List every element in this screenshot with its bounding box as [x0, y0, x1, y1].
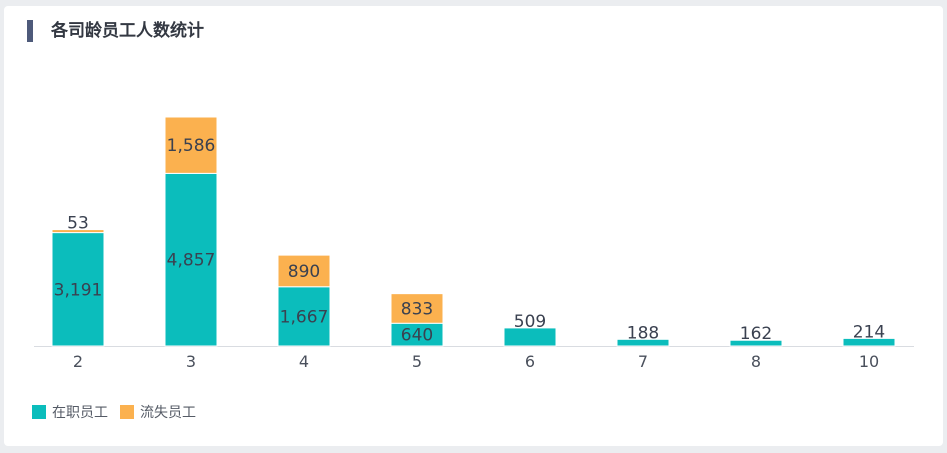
bar-lost-3	[164, 116, 218, 174]
value-label-active-2: 3,191	[54, 280, 103, 300]
value-label-lost-2: 53	[67, 214, 89, 234]
x-tick-label-4: 4	[299, 352, 309, 371]
legend-item-lost[interactable]: 流失员工	[120, 402, 196, 422]
value-label-active-7: 188	[627, 323, 659, 343]
value-label-lost-5: 833	[401, 299, 433, 319]
value-label-active-3: 4,857	[167, 251, 216, 271]
value-label-active-5: 640	[401, 326, 433, 346]
bar-active-3	[164, 172, 218, 347]
bar-active-2	[51, 232, 105, 347]
value-label-active-6: 509	[514, 312, 546, 332]
bar-active-7	[616, 338, 670, 347]
chart-legend: 在职员工 流失员工	[32, 402, 208, 422]
chart-title: 各司龄员工人数统计	[51, 21, 204, 41]
stacked-bar-chart: 3,191 53 2 4,857 1,586 3 1,667 890 4 640 833 5 509 6 1…	[34, 116, 914, 371]
x-tick-label-2: 2	[73, 352, 83, 371]
x-tick-label-5: 5	[412, 352, 422, 371]
value-label-lost-3: 1,586	[167, 136, 216, 156]
bar-active-6	[503, 327, 557, 347]
x-tick-label-6: 6	[525, 352, 535, 371]
bar-active-10	[842, 337, 896, 347]
x-tick-label-3: 3	[186, 352, 196, 371]
value-label-active-4: 1,667	[280, 307, 329, 327]
value-label-active-8: 162	[740, 324, 772, 344]
x-tick-label-10: 10	[859, 352, 879, 371]
chart-card: 各司龄员工人数统计 3,191 53 2 4,857 1,586 3 1,667 890 4 64…	[4, 6, 943, 446]
legend-label-lost: 流失员工	[140, 405, 196, 421]
title-accent-bar	[27, 20, 33, 42]
bar-lost-5	[390, 293, 444, 324]
x-tick-label-7: 7	[638, 352, 648, 371]
legend-label-active: 在职员工	[52, 405, 108, 421]
legend-swatch-active	[32, 405, 46, 419]
bar-lost-2	[51, 229, 105, 234]
x-tick-label-8: 8	[751, 352, 761, 371]
legend-swatch-lost	[120, 405, 134, 419]
bar-active-8	[729, 339, 783, 347]
value-label-lost-4: 890	[288, 262, 320, 282]
legend-item-active[interactable]: 在职员工	[32, 402, 108, 422]
value-label-active-10: 214	[853, 322, 885, 342]
bar-lost-4	[277, 254, 331, 288]
